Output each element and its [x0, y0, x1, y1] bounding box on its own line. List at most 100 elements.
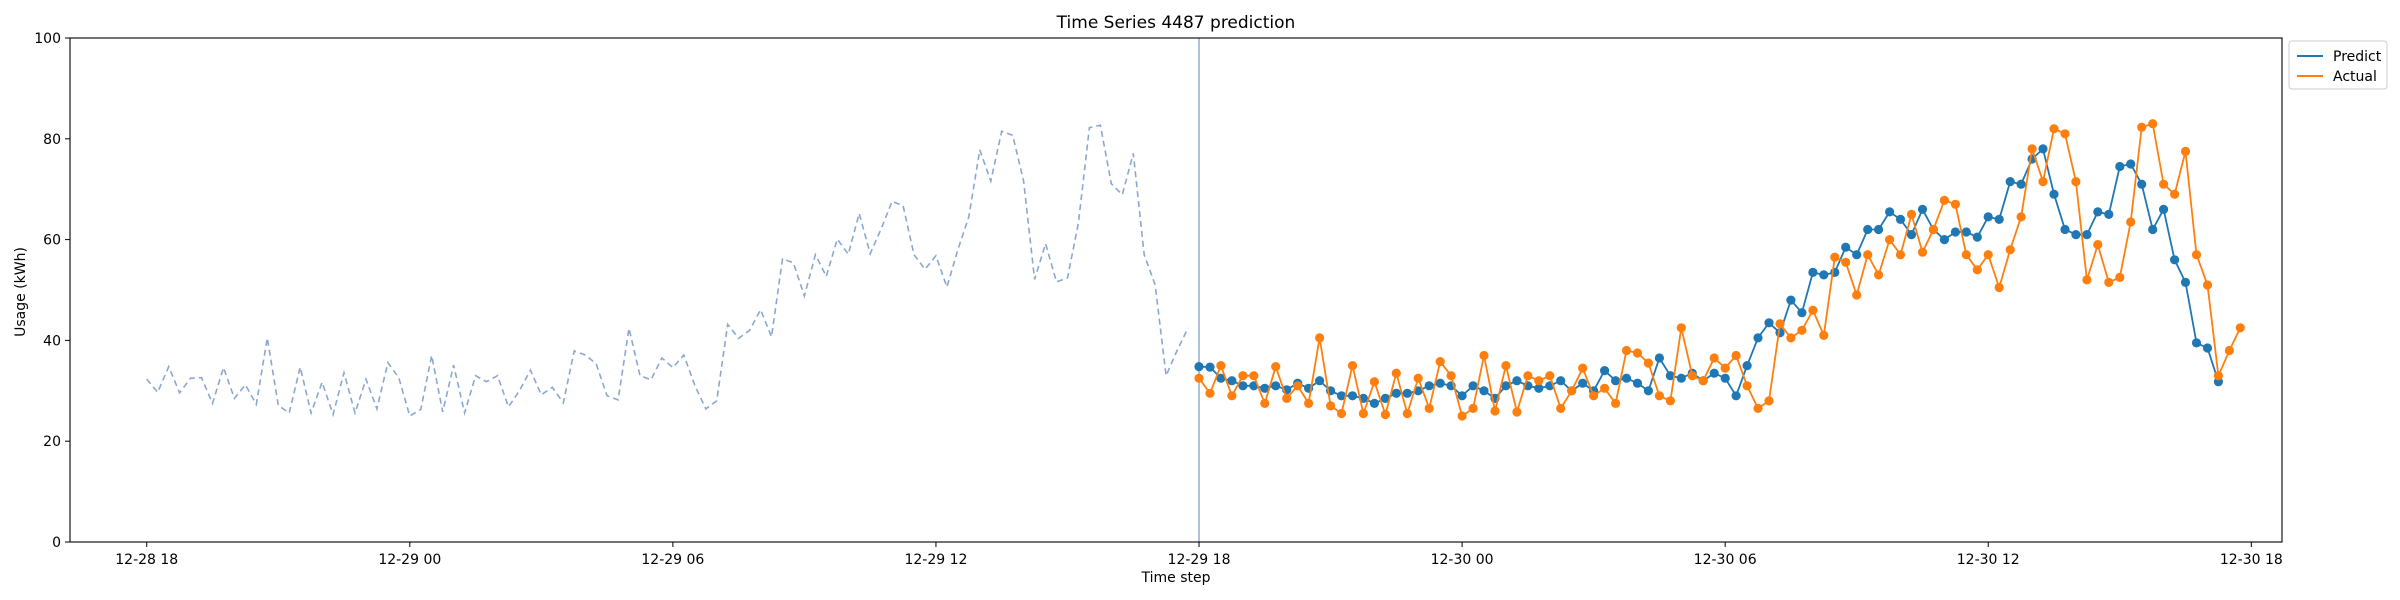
x-axis-label: Time step [1141, 570, 1211, 586]
data-point [1391, 368, 1401, 378]
data-point [1567, 386, 1577, 396]
data-point [1819, 330, 1829, 340]
data-point [2093, 207, 2103, 217]
data-point [1994, 282, 2004, 293]
data-point [2082, 230, 2092, 240]
data-point [1479, 386, 1489, 396]
data-point [1205, 362, 1215, 372]
data-point [1336, 408, 1347, 419]
data-point [1797, 308, 1807, 318]
data-point [1589, 391, 1599, 401]
data-point [1797, 325, 1807, 335]
data-point [1556, 403, 1566, 413]
data-point [1293, 381, 1303, 391]
data-point [1227, 376, 1237, 386]
data-point [1326, 401, 1336, 411]
data-point [1512, 376, 1522, 386]
data-point [1687, 371, 1697, 381]
data-point [1512, 407, 1522, 417]
data-point [2235, 323, 2245, 333]
data-point [1950, 199, 1960, 209]
data-point [2071, 177, 2081, 187]
data-point [1742, 361, 1752, 371]
data-point [2213, 371, 2223, 381]
data-point [1819, 270, 1829, 280]
data-point [1578, 378, 1588, 388]
data-point [1380, 393, 1390, 403]
data-point [1764, 396, 1774, 406]
data-point [1402, 388, 1412, 398]
legend: Predict Actual [2288, 40, 2388, 90]
data-point [1216, 373, 1226, 383]
series-line-predict [1198, 147, 2220, 405]
data-point [2126, 159, 2136, 169]
data-point [1424, 381, 1434, 391]
data-point [2202, 280, 2213, 290]
data-point [1556, 376, 1566, 386]
data-point [1972, 265, 1982, 275]
data-point [2049, 189, 2059, 199]
data-point [2049, 124, 2059, 134]
data-point [2126, 217, 2136, 227]
legend-label-actual: Actual [2333, 69, 2377, 85]
data-point [1654, 391, 1664, 401]
chart-title: Time Series 4487 prediction [1056, 13, 1296, 33]
data-point [1808, 267, 1818, 277]
data-point [1654, 353, 1664, 363]
data-point [1753, 333, 1763, 343]
data-point [1830, 252, 1840, 262]
plot-area [146, 38, 2245, 542]
y-tick-label: 80 [43, 132, 61, 148]
data-point [1578, 363, 1588, 373]
data-point [2159, 179, 2169, 189]
data-point [1413, 373, 1423, 383]
data-point [1808, 305, 1818, 315]
data-point [1950, 227, 1960, 237]
data-point [1698, 376, 1708, 386]
data-point [1347, 391, 1358, 401]
data-point [1852, 250, 1862, 260]
y-axis-label: Usage (kWh) [13, 247, 29, 337]
data-point [1600, 383, 1610, 393]
data-point [2191, 338, 2202, 348]
data-point [1369, 377, 1379, 387]
data-point [1632, 378, 1643, 388]
data-point [1972, 232, 1982, 242]
data-point [1983, 250, 1993, 260]
y-tick-label: 20 [43, 434, 61, 450]
legend-label-predict: Predict [2333, 49, 2382, 65]
data-point [1983, 212, 1993, 222]
data-point [2170, 189, 2180, 199]
data-point [1271, 381, 1281, 391]
data-point [1611, 398, 1621, 408]
axes-frame [69, 37, 2283, 543]
data-point [1260, 383, 1270, 393]
data-point [1885, 235, 1895, 245]
data-point [1731, 350, 1741, 361]
x-tick-label: 12-29 00 [378, 552, 441, 568]
data-point [2016, 212, 2026, 222]
data-point [1632, 348, 1643, 358]
data-point [1906, 230, 1917, 240]
data-point [1369, 398, 1379, 408]
data-point [2005, 177, 2015, 187]
data-point [2202, 343, 2213, 353]
data-point [1391, 388, 1401, 398]
data-point [1786, 295, 1796, 305]
data-point [1600, 366, 1610, 376]
data-point [1238, 381, 1248, 391]
data-point [1282, 393, 1292, 403]
data-point [1874, 224, 1884, 235]
x-tick-label: 12-30 06 [1694, 552, 1757, 568]
data-point [1315, 376, 1325, 386]
data-point [1216, 361, 1226, 371]
data-point [1358, 408, 1368, 419]
data-point [2137, 122, 2147, 132]
data-point [2104, 277, 2114, 287]
data-point [1676, 373, 1686, 383]
data-point [1435, 378, 1445, 388]
data-point [2180, 146, 2191, 156]
data-point [1764, 318, 1774, 328]
